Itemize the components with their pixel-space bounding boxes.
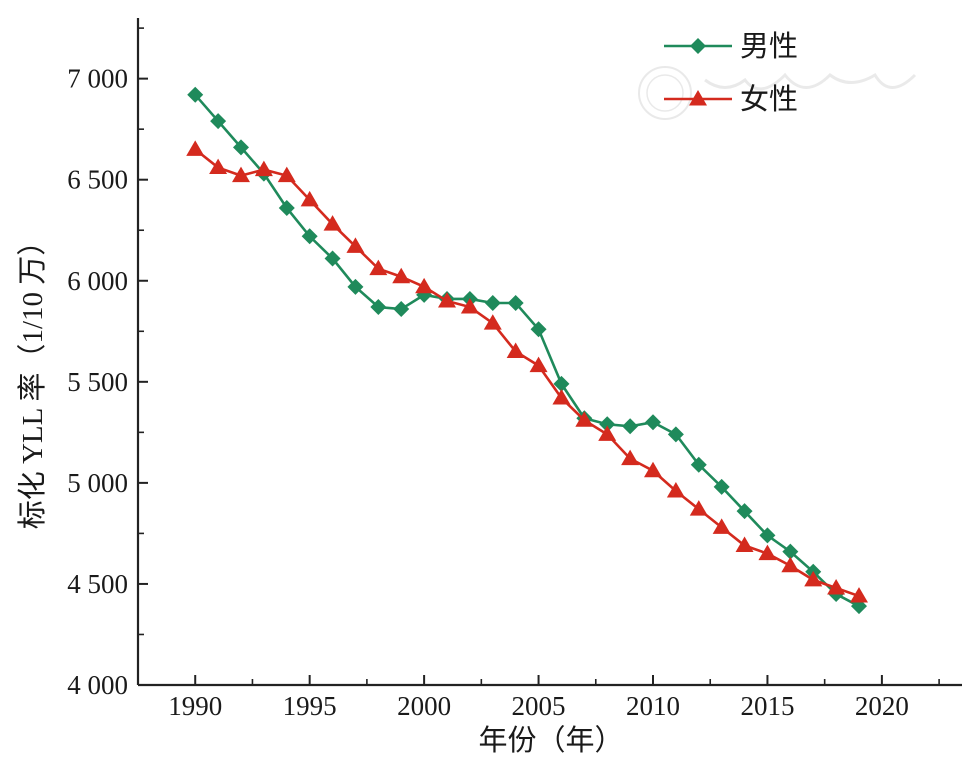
data-point-marker <box>393 301 410 318</box>
data-point-marker <box>781 556 800 573</box>
data-point-marker <box>415 277 434 294</box>
data-point-marker <box>644 461 662 478</box>
y-tick-label: 7 000 <box>67 64 128 94</box>
legend-label: 女性 <box>740 83 798 116</box>
data-point-marker <box>254 160 273 177</box>
data-point-marker <box>553 375 570 392</box>
data-point-marker <box>735 536 754 553</box>
data-point-marker <box>530 321 547 338</box>
series-group <box>186 86 868 615</box>
x-axis-title: 年份（年） <box>478 724 623 757</box>
data-point-marker <box>186 140 205 156</box>
data-point-marker <box>689 500 708 516</box>
data-point-marker <box>827 578 846 595</box>
data-point-marker <box>483 314 502 330</box>
data-point-marker <box>346 237 365 253</box>
data-point-marker <box>804 570 823 587</box>
x-tick-label: 2015 <box>740 691 794 721</box>
data-point-marker <box>369 259 388 276</box>
series-line <box>194 93 860 608</box>
data-point-marker <box>599 416 616 433</box>
y-tick-label: 6 000 <box>67 266 128 296</box>
x-tick-label: 2005 <box>512 691 566 721</box>
data-point-marker <box>713 478 730 495</box>
y-tick-label: 4 500 <box>67 569 128 599</box>
data-point-marker <box>507 294 524 311</box>
data-point-marker <box>552 388 571 405</box>
y-axis-title: 标化 YLL 率（1/10 万） <box>16 227 49 530</box>
data-point-marker <box>233 139 249 156</box>
data-point-marker <box>758 544 777 561</box>
tick-labels: 4 000 4 500 5 000 5 500 6 000 6 500 7 000 1990 1… <box>67 64 909 721</box>
data-point-marker <box>782 543 799 560</box>
data-point-marker <box>850 587 868 603</box>
data-point-marker <box>370 299 387 316</box>
data-point-marker <box>232 166 250 183</box>
data-point-marker <box>300 190 319 207</box>
data-point-marker <box>347 278 364 295</box>
data-point-marker <box>301 228 318 245</box>
data-point-marker <box>484 294 501 311</box>
data-point-marker <box>759 527 776 544</box>
legend-marker <box>690 38 706 54</box>
data-point-marker <box>506 342 525 358</box>
y-tick-label: 5 000 <box>67 468 128 498</box>
x-tick-label: 2000 <box>397 691 451 721</box>
x-tick-label: 2020 <box>855 691 909 721</box>
data-point-marker <box>598 425 617 441</box>
data-point-marker <box>187 86 204 103</box>
x-tick-label: 1995 <box>283 691 337 721</box>
data-point-marker <box>666 481 685 498</box>
y-tick-label: 5 500 <box>67 367 128 397</box>
data-point-marker <box>392 267 411 284</box>
data-point-marker <box>460 298 479 314</box>
data-point-marker <box>621 449 640 466</box>
data-point-marker <box>622 418 639 435</box>
series-male <box>187 86 867 615</box>
data-point-marker <box>736 503 753 520</box>
data-point-marker <box>690 456 707 473</box>
legend-label: 男性 <box>740 30 798 63</box>
data-point-marker <box>645 414 661 431</box>
data-point-marker <box>277 166 296 183</box>
data-point-marker <box>529 356 548 373</box>
data-point-marker <box>209 158 228 175</box>
x-tick-label: 1990 <box>168 691 222 721</box>
data-point-marker <box>667 426 684 443</box>
y-tick-label: 6 500 <box>67 165 128 195</box>
data-point-marker <box>438 291 456 308</box>
legend-marker <box>689 90 707 106</box>
watermark-seal <box>638 66 917 120</box>
data-point-marker <box>324 250 341 267</box>
axes <box>136 18 962 687</box>
series-female <box>186 140 868 603</box>
data-point-marker <box>712 518 731 534</box>
data-point-marker <box>278 199 295 216</box>
data-point-marker <box>575 411 594 427</box>
data-point-marker <box>323 215 342 231</box>
y-tick-label: 4 000 <box>67 670 128 700</box>
data-point-marker <box>210 113 227 130</box>
x-tick-label: 2010 <box>626 691 680 721</box>
